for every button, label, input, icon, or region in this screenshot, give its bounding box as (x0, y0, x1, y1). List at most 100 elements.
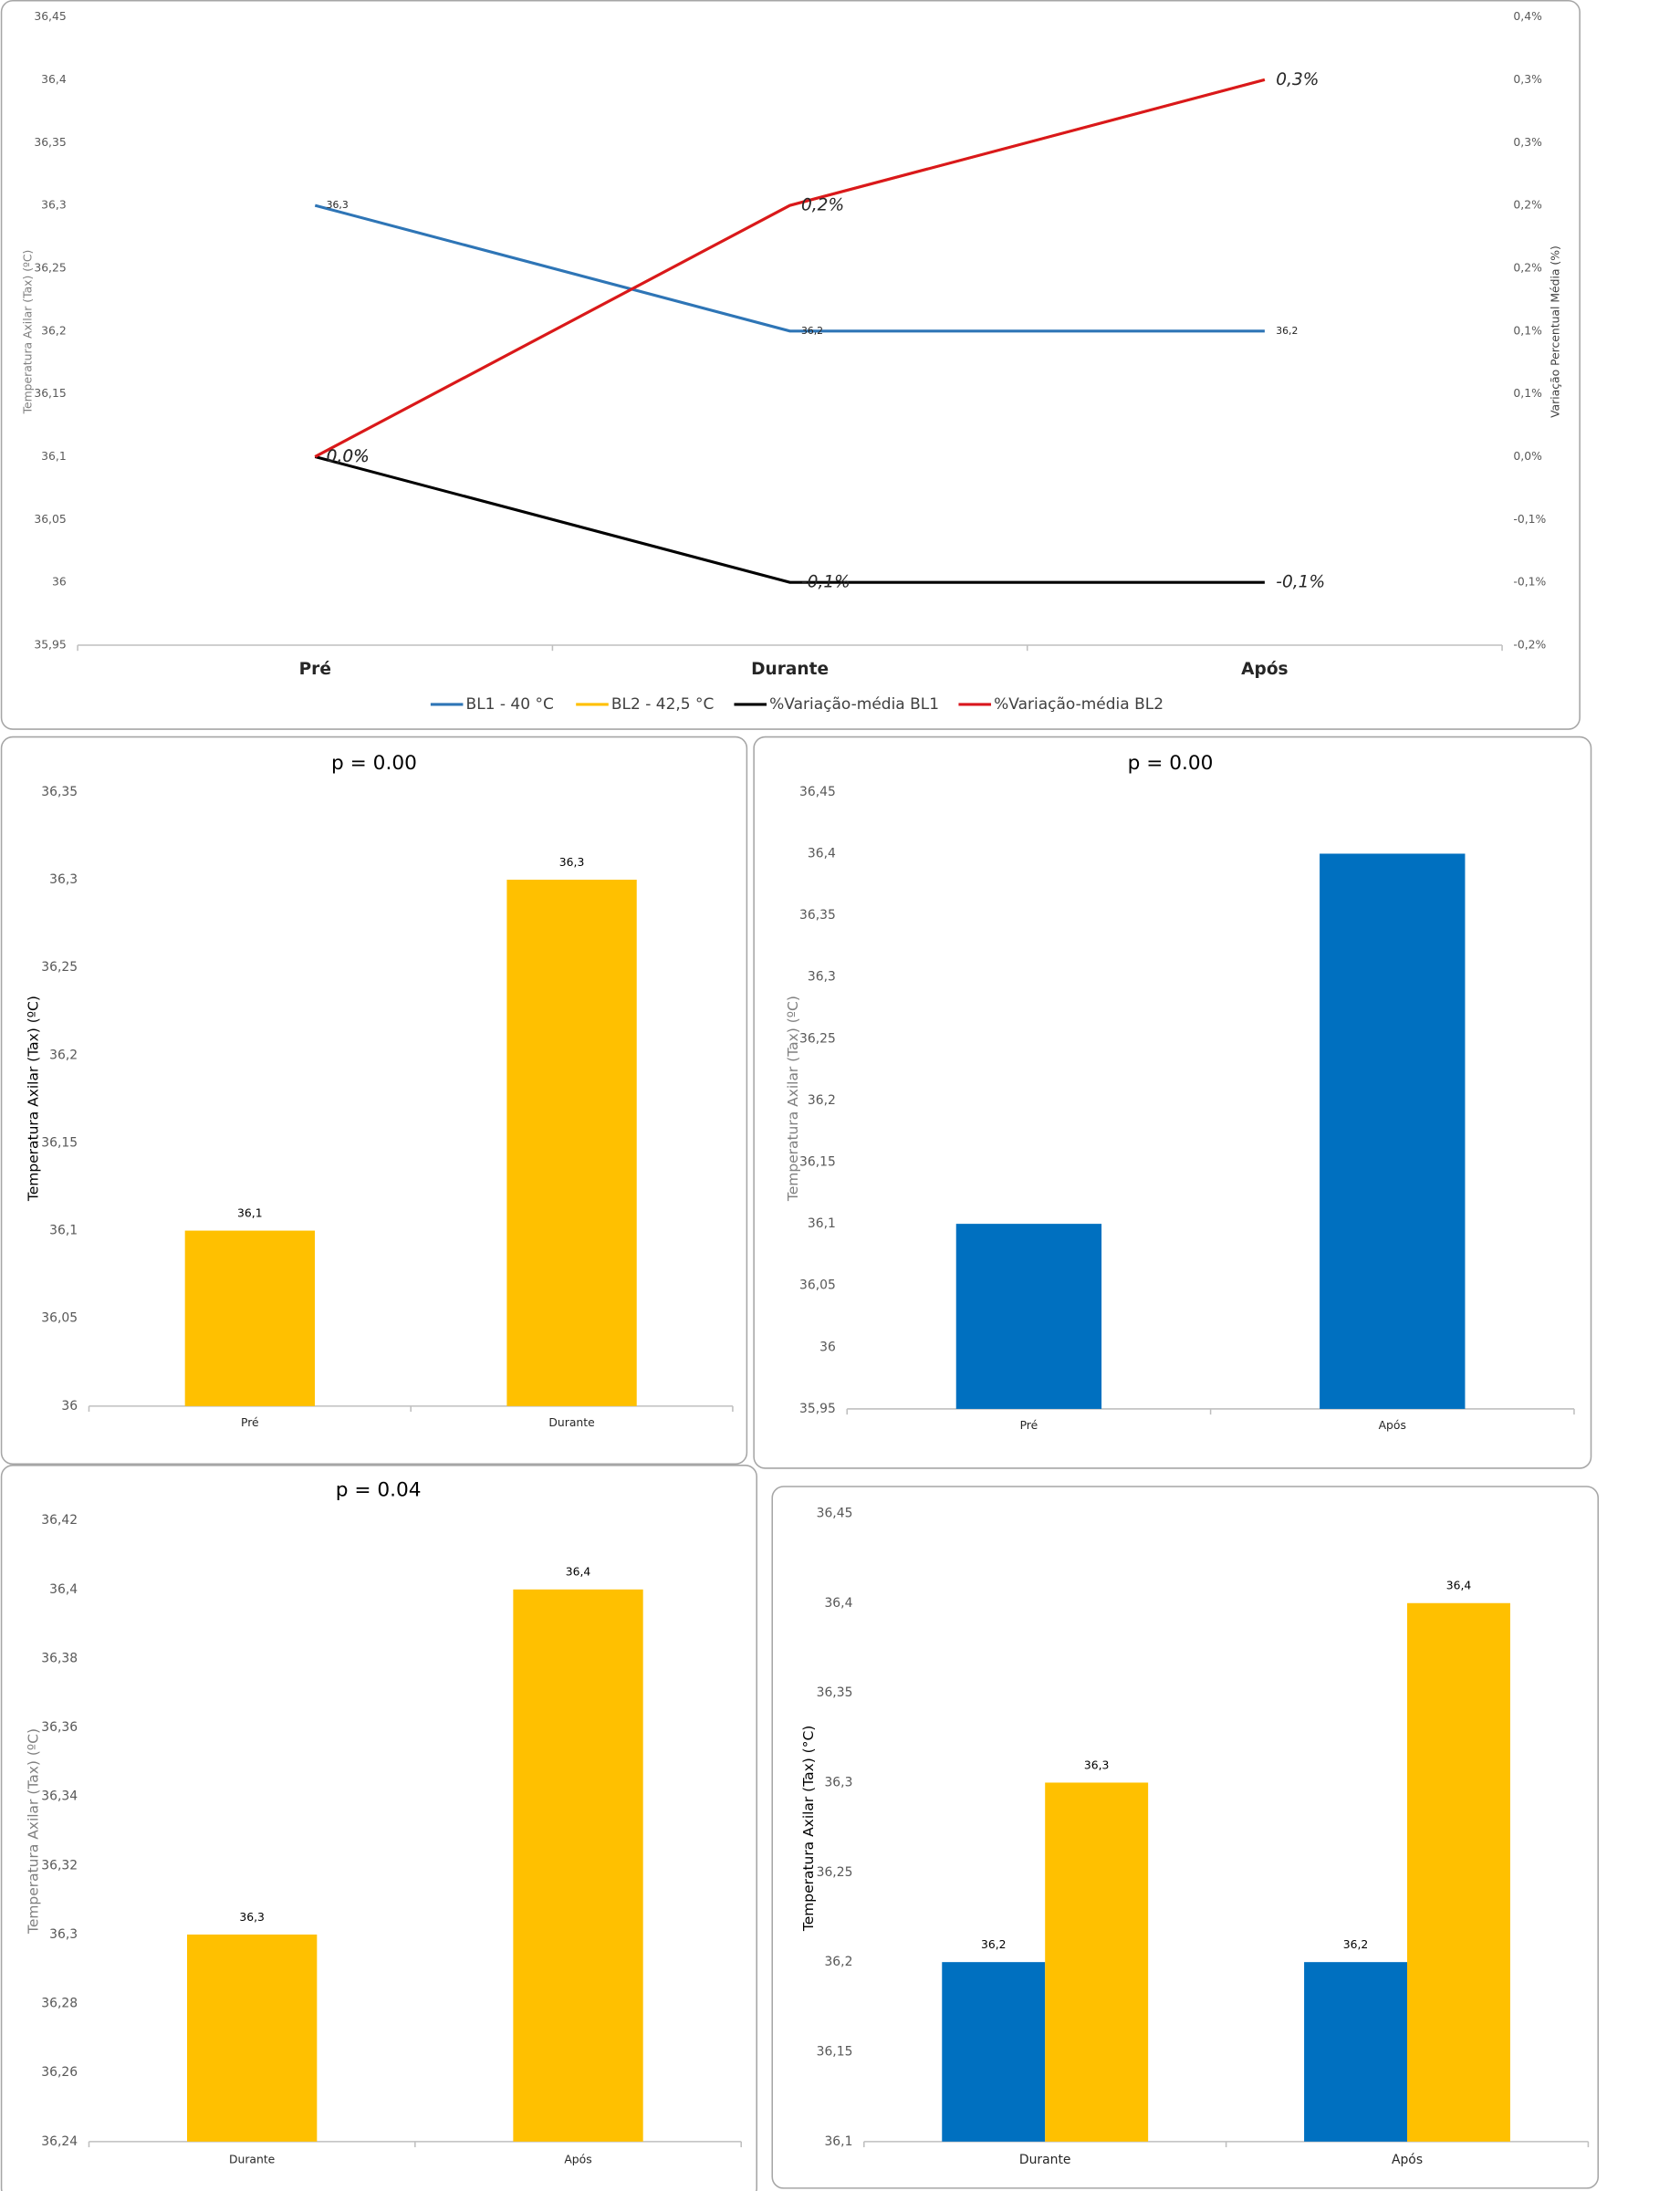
y-tick-label: 36,3 (824, 1775, 852, 1789)
bar (506, 880, 637, 1406)
panel (753, 736, 1592, 1469)
y-tick-label: 36,4 (808, 846, 836, 861)
x-tick-label: Pré (241, 1416, 259, 1429)
y2-tick-label: 0,2% (1513, 199, 1542, 212)
y-tick-label: 36,3 (808, 970, 836, 985)
y-axis-title: Temperatura Axilar (Tax) (°C) (800, 1726, 817, 1932)
y-tick-label: 36,45 (799, 785, 836, 799)
y-tick-label: 36,2 (808, 1093, 836, 1108)
x-tick-label: Durante (548, 1416, 594, 1429)
chart-title: p = 0.04 (336, 1479, 422, 1502)
data-label: 36,3 (1084, 1758, 1110, 1771)
line-series (314, 454, 1265, 584)
panel (0, 1465, 757, 2191)
y-tick-label: 36,25 (799, 1031, 836, 1046)
y-tick-label: 36 (52, 576, 67, 589)
y-tick-label: 36,4 (41, 73, 67, 86)
y2-tick-label: 0,3% (1513, 136, 1542, 149)
data-label: 36,2 (1276, 325, 1298, 337)
y-tick-label: 36,4 (824, 1596, 852, 1611)
legend-label: %Variação-média BL2 (994, 695, 1163, 714)
x-tick-label: Durante (1019, 2153, 1071, 2167)
y-tick-label: 36,45 (817, 1506, 853, 1520)
y-tick-label: 36,35 (34, 136, 66, 149)
y-tick-label: 36,1 (41, 450, 67, 463)
bar (955, 1224, 1102, 1409)
y-tick-label: 36,4 (49, 1582, 78, 1597)
data-label: 0,2% (801, 196, 844, 215)
y-tick-label: 36 (61, 1399, 78, 1414)
y-tick-label: 36,34 (41, 1789, 78, 1804)
data-label: 0,0% (327, 447, 370, 466)
x-tick-label: Durante (751, 660, 829, 679)
data-label: 36,1 (237, 1207, 263, 1220)
y2-tick-label: 0,3% (1513, 73, 1542, 86)
y-tick-label: 36,42 (41, 1513, 78, 1528)
data-label: 36,3 (239, 1911, 265, 1924)
legend-label: %Variação-média BL1 (769, 695, 939, 714)
line-series (314, 78, 1266, 458)
y2-tick-label: 0,1% (1513, 324, 1542, 337)
y2-tick-label: -0,1% (1513, 513, 1546, 526)
data-label: -0,1% (801, 573, 850, 592)
x-tick-label: Pré (1020, 1419, 1038, 1432)
data-label: 0,3% (1276, 70, 1319, 89)
y-tick-label: 36,36 (41, 1720, 78, 1735)
y-tick-label: 36,2 (49, 1048, 78, 1062)
y-tick-label: 36,1 (808, 1216, 836, 1231)
y-tick-label: 36,1 (824, 2134, 852, 2149)
data-label: 36,3 (327, 199, 349, 211)
y-tick-label: 35,95 (799, 1402, 836, 1416)
legend-label: BL1 - 40 °C (466, 695, 554, 714)
y2-tick-label: -0,1% (1513, 576, 1546, 589)
y2-axis-title: Variação Percentual Média (%) (1549, 245, 1561, 418)
y-tick-label: 36,35 (41, 785, 78, 799)
y-tick-label: 36,05 (34, 513, 66, 526)
bar (513, 1589, 643, 2142)
y2-tick-label: 0,0% (1513, 450, 1542, 463)
y-tick-label: 36,1 (49, 1224, 78, 1238)
y-axis-title: Temperatura Axilar (Tax) (ºC) (21, 250, 34, 415)
bar (942, 1962, 1046, 2142)
legend-label: BL2 - 42,5 °C (611, 695, 715, 714)
data-label: 36,2 (801, 325, 823, 337)
x-tick-label: Após (564, 2153, 591, 2165)
data-label: 36,2 (981, 1938, 1007, 1951)
bar (1320, 853, 1466, 1409)
data-label: -0,1% (1276, 573, 1325, 592)
x-tick-label: Durante (229, 2153, 275, 2165)
y-tick-label: 36,05 (799, 1278, 836, 1293)
bar (1045, 1782, 1149, 2142)
y2-tick-label: 0,4% (1513, 10, 1542, 23)
x-tick-label: Após (1392, 2153, 1423, 2167)
y-tick-label: 36,25 (817, 1865, 853, 1880)
y-tick-label: 36,35 (799, 908, 836, 923)
y-tick-label: 36,2 (824, 1955, 852, 1969)
y-tick-label: 36,2 (41, 324, 67, 337)
data-label: 36,4 (1446, 1580, 1472, 1592)
y-tick-label: 35,95 (34, 638, 66, 651)
data-label: 36,3 (559, 856, 585, 869)
x-tick-label: Após (1379, 1419, 1406, 1432)
data-label: 36,4 (566, 1566, 591, 1579)
y-tick-label: 36,3 (49, 872, 78, 887)
y2-tick-label: 0,2% (1513, 261, 1542, 274)
y-tick-label: 36,35 (817, 1685, 853, 1700)
y-tick-label: 36,24 (41, 2134, 78, 2149)
line-series (314, 203, 1265, 333)
bar (1407, 1602, 1510, 2142)
bar (184, 1230, 316, 1406)
y-tick-label: 36 (819, 1340, 836, 1354)
bar (1304, 1962, 1408, 2142)
y-tick-label: 36,3 (41, 199, 67, 212)
y-tick-label: 36,25 (34, 261, 66, 274)
y-tick-label: 36,45 (34, 10, 66, 23)
y-tick-label: 36,15 (41, 1135, 78, 1150)
chart-title: p = 0.00 (1128, 752, 1214, 775)
y-tick-label: 36,32 (41, 1858, 78, 1873)
y-axis-title: Temperatura Axilar (Tax) (ºC) (26, 996, 42, 1202)
y-tick-label: 36,26 (41, 2065, 78, 2080)
y-axis-title: Temperatura Axilar (Tax) (ºC) (26, 1728, 42, 1935)
bar (186, 1934, 318, 2142)
